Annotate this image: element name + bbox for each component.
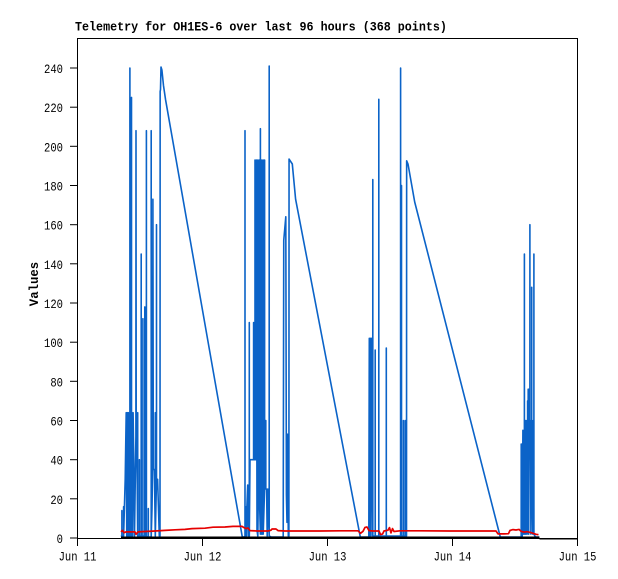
svg-text:Jun 15: Jun 15 [559,550,597,565]
svg-text:Jun 13: Jun 13 [309,550,347,565]
svg-text:Jun 12: Jun 12 [184,550,222,565]
svg-text:20: 20 [50,493,63,508]
svg-text:Jun 11: Jun 11 [59,550,97,565]
svg-text:180: 180 [44,180,63,195]
svg-text:100: 100 [44,336,63,351]
svg-text:160: 160 [44,219,63,234]
svg-text:220: 220 [44,101,63,116]
svg-text:200: 200 [44,140,63,155]
svg-text:40: 40 [50,454,63,469]
svg-text:140: 140 [44,258,63,273]
svg-text:Jun 14: Jun 14 [434,550,472,565]
svg-text:Values: Values [27,262,42,306]
svg-text:120: 120 [44,297,63,312]
svg-text:Telemetry for OH1ES-6 over las: Telemetry for OH1ES-6 over last 96 hours… [75,20,447,35]
svg-text:80: 80 [50,375,63,390]
svg-text:240: 240 [44,62,63,77]
svg-text:60: 60 [50,415,63,430]
svg-text:0: 0 [57,532,63,547]
